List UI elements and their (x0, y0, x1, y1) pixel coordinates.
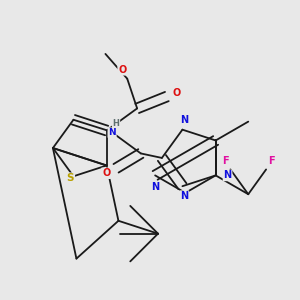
Text: N: N (180, 115, 188, 125)
Text: O: O (118, 65, 126, 75)
Text: N: N (151, 182, 159, 192)
Text: N: N (108, 128, 116, 137)
Text: N: N (180, 191, 188, 201)
Text: N: N (224, 170, 232, 180)
Text: H: H (112, 119, 119, 128)
Text: O: O (102, 168, 110, 178)
Text: F: F (222, 155, 229, 166)
Text: S: S (67, 173, 74, 183)
Text: F: F (268, 155, 274, 166)
Text: O: O (172, 88, 181, 98)
